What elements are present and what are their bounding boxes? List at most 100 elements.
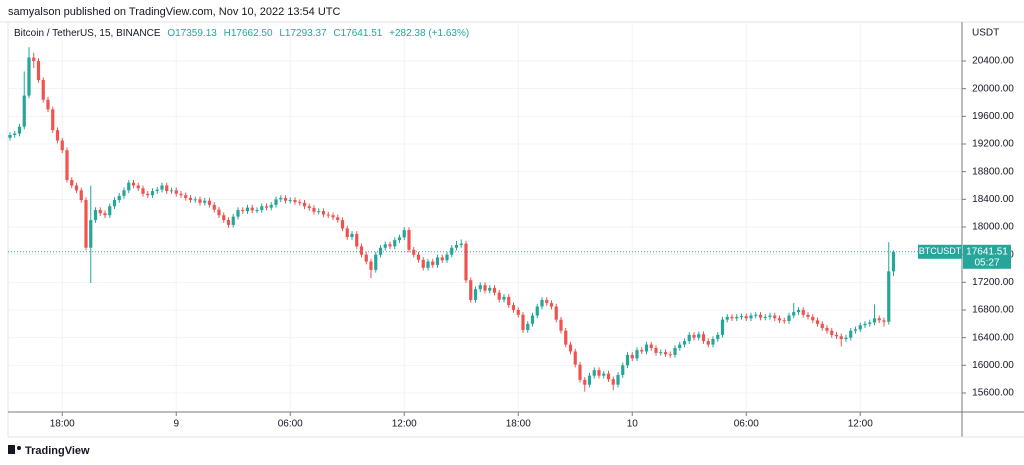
candle-body xyxy=(573,351,577,365)
candle-body xyxy=(673,348,677,355)
candle-body xyxy=(863,323,867,326)
candle-body xyxy=(568,344,573,352)
y-tick-label: 20000.00 xyxy=(972,83,1014,94)
candle-body xyxy=(41,80,45,100)
candle-body xyxy=(317,211,321,213)
candle-body xyxy=(711,339,715,345)
y-tick-label: 15600.00 xyxy=(972,388,1014,399)
candle-body xyxy=(103,213,107,216)
candle-body xyxy=(160,185,164,190)
candle-body xyxy=(578,364,582,380)
candle-body xyxy=(426,261,430,268)
header-change: +282.38 (+1.63%) xyxy=(389,28,469,39)
brand-logo: TradingView xyxy=(8,445,90,457)
candle-body xyxy=(754,314,758,316)
candle-body xyxy=(79,190,83,201)
candle-body xyxy=(307,206,311,208)
candle-body xyxy=(260,206,264,211)
candle-body xyxy=(279,197,283,200)
candle-body xyxy=(469,280,473,300)
candle-body xyxy=(459,243,463,245)
candle-body xyxy=(416,254,421,260)
candle-body xyxy=(511,305,516,310)
candle-body xyxy=(326,214,330,216)
countdown: 05:27 xyxy=(974,257,999,268)
candle-body xyxy=(165,185,169,192)
candle-body xyxy=(283,197,288,201)
candle-body xyxy=(46,99,50,110)
candle-body xyxy=(635,350,639,359)
ticker: BTCUSDT xyxy=(919,246,962,256)
candle-body xyxy=(298,202,302,204)
candle-body xyxy=(336,217,340,221)
candle-body xyxy=(431,261,435,266)
attribution: samyalson published on TradingView.com, … xyxy=(8,6,340,18)
candle-body xyxy=(136,185,140,189)
candle-body xyxy=(687,334,691,342)
y-tick-label: 18000.00 xyxy=(972,222,1014,233)
candle-body xyxy=(8,135,12,138)
candle-body xyxy=(364,254,368,262)
candle-body xyxy=(193,199,197,201)
candle-body xyxy=(131,182,136,186)
candle-body xyxy=(355,233,359,247)
candle-body xyxy=(825,327,829,331)
candle-body xyxy=(255,210,259,212)
y-tick-label: 18400.00 xyxy=(972,194,1014,205)
y-tick-label: 18800.00 xyxy=(972,166,1014,177)
candle-body xyxy=(701,334,706,342)
candle-body xyxy=(877,318,881,321)
candle-body xyxy=(839,336,843,340)
candle-body xyxy=(872,318,877,323)
candle-body xyxy=(663,352,668,355)
candle-body xyxy=(146,193,150,196)
candle-body xyxy=(117,195,121,201)
candle-body xyxy=(611,379,615,385)
candle-body xyxy=(374,254,378,270)
candle-body xyxy=(725,316,729,320)
candle-body xyxy=(678,344,682,349)
candle-body xyxy=(188,197,193,201)
candle-body xyxy=(554,306,558,320)
header-low: L17293.37 xyxy=(279,28,327,39)
candle-body xyxy=(288,200,292,202)
candle-body xyxy=(801,309,805,315)
candle-body xyxy=(545,299,549,304)
candle-body xyxy=(497,292,501,300)
candle-body xyxy=(502,296,506,300)
candle-body xyxy=(302,202,307,207)
candle-body xyxy=(834,334,839,337)
candle-body xyxy=(649,344,653,349)
candle-body xyxy=(464,243,468,281)
candle-body xyxy=(521,314,525,331)
candle-body xyxy=(36,61,41,81)
candle-body xyxy=(787,315,791,322)
candle-body xyxy=(682,341,687,345)
candle-body xyxy=(806,314,810,317)
candle-body xyxy=(98,210,102,214)
candle-body xyxy=(74,185,79,191)
candle-body xyxy=(70,179,74,186)
candle-body xyxy=(739,316,744,318)
candle-body xyxy=(445,254,449,261)
candle-body xyxy=(492,287,497,293)
header-close: C17641.51 xyxy=(333,28,382,39)
candle-body xyxy=(155,189,159,192)
candle-body xyxy=(640,350,644,352)
candle-body xyxy=(592,370,596,376)
candle-body xyxy=(454,244,459,248)
x-tick-label: 12:00 xyxy=(848,419,873,430)
candle-body xyxy=(744,316,748,319)
candle-body xyxy=(483,285,487,291)
candle-body xyxy=(397,237,402,241)
candle-body xyxy=(891,251,896,272)
header-high: H17662.50 xyxy=(224,28,273,39)
candle-body xyxy=(450,247,454,255)
candle-body xyxy=(122,190,126,196)
ticker-box xyxy=(918,244,962,259)
candle-body xyxy=(587,375,592,385)
candle-body xyxy=(853,329,858,331)
candle-body xyxy=(340,220,345,229)
